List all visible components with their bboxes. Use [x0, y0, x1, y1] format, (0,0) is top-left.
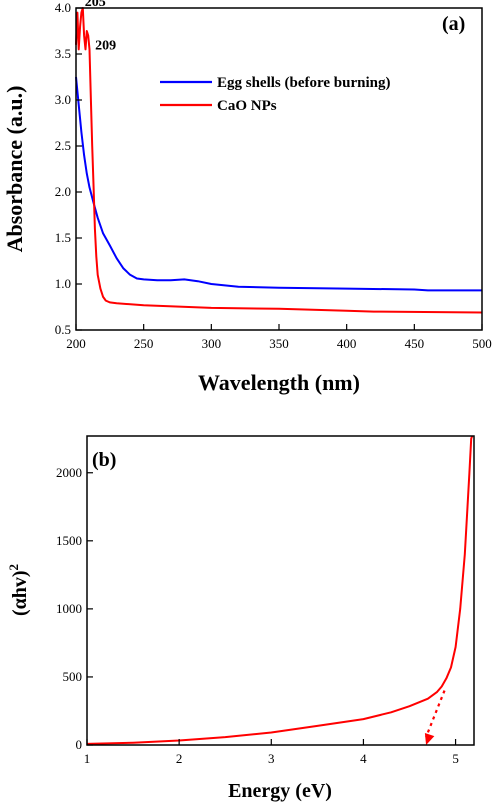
chart-a-xtick-label: 250 [134, 336, 154, 351]
chart-a-annotation-layer: 205 209 [85, 0, 116, 54]
chart-a-legend-entry-1: CaO NPs [217, 98, 277, 114]
chart-b-ytick-label: 0 [76, 737, 83, 752]
chart-b-ytick-label: 1000 [56, 601, 82, 616]
chart-a-xtick-label: 350 [269, 336, 289, 351]
chart-a-ytick-label: 4.0 [55, 0, 71, 15]
chart-b-ytick-label: 2000 [56, 465, 82, 480]
chart-b-xtick-label: 2 [176, 751, 183, 766]
chart-b-yticks: 0 500 1000 1500 2000 [56, 465, 93, 752]
chart-a-series-0-line [75, 76, 482, 292]
chart-b-panel-label: (b) [92, 449, 116, 471]
chart-a-series-1-line [75, 7, 483, 314]
chart-a-annotation-209: 209 [95, 39, 116, 54]
chart-a-legend-entry-0: Egg shells (before burning) [217, 75, 391, 91]
chart-b-ytick-label: 1500 [56, 533, 82, 548]
chart-b-tangent-arrow-line [425, 690, 446, 738]
chart-b-ylabel-main: (αhv) [9, 570, 31, 616]
chart-b-tangent-arrow-head [424, 732, 435, 745]
chart-b-xticks: 1 2 3 4 5 [84, 739, 459, 766]
chart-a: 205 209 200 250 300 350 400 450 500 0.5 1.0 1.5 2.… [2, 0, 492, 395]
chart-b-frame [86, 435, 475, 746]
chart-a-xticks: 200 250 300 350 400 450 500 [66, 324, 492, 351]
chart-b-xtick-label: 5 [452, 751, 459, 766]
chart-b: 1 2 3 4 5 0 500 1000 1500 2000 (b) Energy (eV) (… [6, 435, 475, 802]
chart-a-ytick-label: 3.0 [55, 92, 71, 107]
chart-a-ytick-label: 2.0 [55, 184, 71, 199]
chart-b-xtick-label: 4 [360, 751, 367, 766]
chart-b-xlabel: Energy (eV) [228, 780, 332, 802]
chart-a-ytick-label: 0.5 [55, 322, 71, 337]
chart-a-xlabel: Wavelength (nm) [198, 370, 360, 395]
chart-a-ytick-label: 1.0 [55, 276, 71, 291]
chart-a-legend: Egg shells (before burning) CaO NPs [160, 75, 391, 114]
chart-a-xtick-label: 200 [66, 336, 86, 351]
chart-a-xtick-label: 450 [405, 336, 425, 351]
chart-b-ylabel: (αhv)2 [6, 564, 31, 616]
chart-b-ylabel-group: (αhv)2 [6, 564, 31, 616]
chart-a-xtick-label: 300 [202, 336, 222, 351]
chart-a-ytick-label: 2.5 [55, 138, 71, 153]
chart-b-xtick-label: 1 [84, 751, 91, 766]
chart-b-annotation-layer [424, 690, 446, 745]
chart-a-yticks: 0.5 1.0 1.5 2.0 2.5 3.0 3.5 4.0 [55, 0, 82, 337]
chart-a-frame [75, 7, 483, 331]
chart-a-ytick-label: 1.5 [55, 230, 71, 245]
chart-a-annotation-205: 205 [85, 0, 106, 10]
chart-b-xtick-label: 3 [268, 751, 275, 766]
chart-a-series-layer [75, 7, 483, 314]
chart-a-xtick-label: 400 [337, 336, 357, 351]
chart-b-ylabel-sup: 2 [6, 564, 21, 571]
chart-b-series-layer [86, 435, 474, 745]
chart-a-panel-label: (a) [442, 13, 465, 35]
chart-b-series-0-line [86, 435, 474, 745]
chart-a-xtick-label: 500 [472, 336, 492, 351]
chart-a-ytick-label: 3.5 [55, 46, 71, 61]
chart-a-ylabel: Absorbance (a.u.) [2, 86, 27, 253]
chart-b-ytick-label: 500 [63, 669, 83, 684]
